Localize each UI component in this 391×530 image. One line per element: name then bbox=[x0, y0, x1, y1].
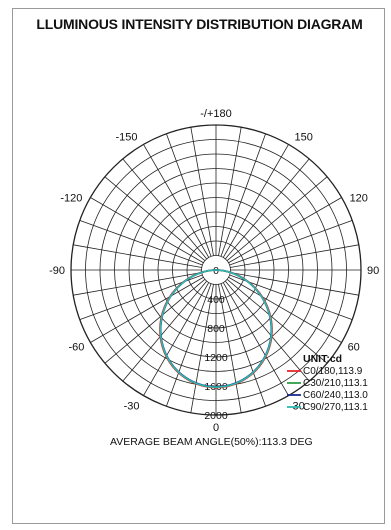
angle-label: -/+180 bbox=[200, 108, 232, 120]
radial-tick-label: 400 bbox=[207, 294, 225, 306]
grid-spoke bbox=[230, 272, 359, 296]
grid-spoke bbox=[230, 244, 359, 268]
legend-entry: C0/180,113.9 bbox=[303, 366, 363, 377]
legend-entry: C90/270,113.1 bbox=[303, 402, 368, 413]
grid-spoke bbox=[90, 276, 204, 343]
grid-spoke bbox=[143, 144, 210, 258]
grid-spoke bbox=[228, 276, 342, 343]
grid-spoke bbox=[226, 176, 328, 261]
grid-spoke bbox=[229, 220, 353, 266]
legend-entry: C60/240,113.0 bbox=[303, 390, 368, 401]
grid-spoke bbox=[122, 280, 207, 382]
grid-spoke bbox=[218, 127, 242, 256]
grid-spoke bbox=[226, 279, 328, 364]
grid-spoke bbox=[143, 282, 210, 396]
series-curve bbox=[159, 269, 273, 388]
angle-label: -120 bbox=[60, 193, 82, 205]
grid-spoke bbox=[122, 158, 207, 260]
radial-tick-label: 1200 bbox=[204, 352, 228, 364]
angle-label: -60 bbox=[69, 342, 85, 354]
angle-label: 0 bbox=[213, 422, 219, 434]
angle-label: -30 bbox=[124, 401, 140, 413]
grid-spoke bbox=[166, 133, 212, 257]
radial-tick-label: 800 bbox=[207, 323, 225, 335]
beam-angle-caption: AVERAGE BEAM ANGLE(50%):113.3 DEG bbox=[110, 436, 313, 448]
grid-spoke bbox=[220, 283, 266, 407]
grid-spoke bbox=[104, 279, 206, 364]
grid-spoke bbox=[225, 280, 310, 382]
grid-spoke bbox=[104, 176, 206, 261]
grid-spoke bbox=[90, 197, 204, 264]
grid-spoke bbox=[166, 283, 212, 407]
grid-spoke bbox=[190, 127, 214, 256]
chart-title: LLUMINOUS INTENSITY DISTRIBUTION DIAGRAM bbox=[36, 16, 363, 32]
angle-label: 90 bbox=[367, 265, 379, 277]
chart-frame: LLUMINOUS INTENSITY DISTRIBUTION DIAGRAM bbox=[12, 8, 385, 524]
angle-label: 60 bbox=[348, 342, 360, 354]
angle-label: -150 bbox=[115, 131, 137, 143]
grid-spoke bbox=[222, 144, 289, 258]
angle-label: -90 bbox=[49, 265, 65, 277]
grid-spoke bbox=[190, 284, 214, 413]
grid-spoke bbox=[228, 197, 342, 264]
grid-spoke bbox=[218, 284, 242, 413]
angle-label: 120 bbox=[350, 193, 368, 205]
radial-tick-label: 0 bbox=[213, 265, 219, 277]
grid-spoke bbox=[222, 282, 289, 396]
angle-label: 150 bbox=[295, 131, 313, 143]
radial-tick-label: 2000 bbox=[204, 410, 228, 422]
grid-spoke bbox=[73, 244, 202, 268]
grid-spoke bbox=[73, 272, 202, 296]
unit-label: UNIT:cd bbox=[303, 353, 342, 365]
grid-spoke bbox=[79, 220, 203, 266]
grid-spoke bbox=[225, 158, 310, 260]
grid-spoke bbox=[220, 133, 266, 257]
legend-entry: C30/210,113.1 bbox=[303, 378, 368, 389]
